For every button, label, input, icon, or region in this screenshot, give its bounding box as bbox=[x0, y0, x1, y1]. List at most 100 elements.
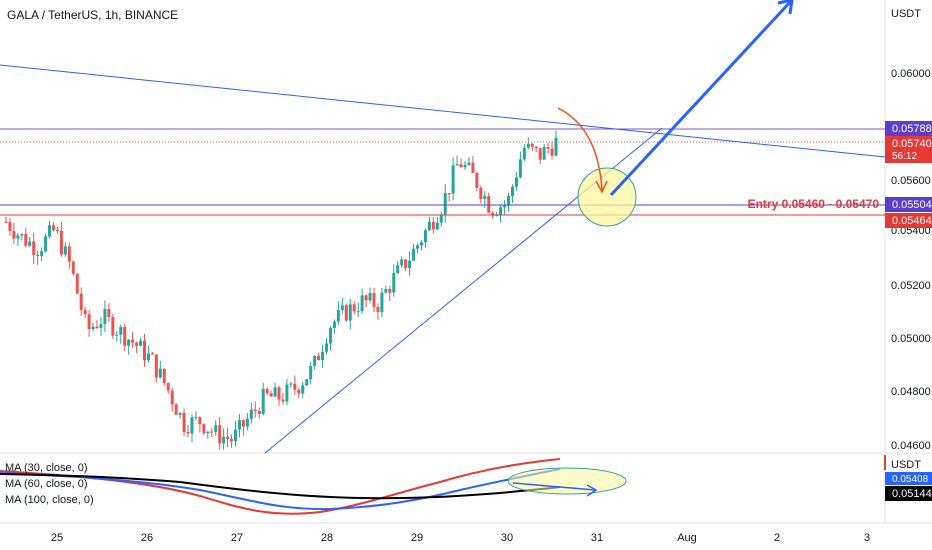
candle-body bbox=[28, 241, 32, 246]
candle-body bbox=[471, 162, 475, 173]
candle-body bbox=[245, 418, 249, 427]
candle-body bbox=[59, 230, 63, 255]
ma60-line bbox=[0, 468, 561, 511]
candle-body bbox=[67, 246, 71, 262]
candle-body bbox=[546, 147, 550, 149]
candle-body bbox=[491, 212, 495, 216]
ma-indicator-pane: MA (30, close, 0) MA (60, close, 0) MA (… bbox=[0, 455, 932, 515]
candle-body bbox=[174, 404, 178, 415]
candle-body bbox=[467, 162, 471, 165]
candle-body bbox=[131, 339, 135, 343]
candle-body bbox=[412, 248, 416, 261]
candle-body bbox=[273, 387, 277, 397]
ma100-line bbox=[0, 473, 561, 500]
candlestick-series bbox=[4, 130, 558, 450]
price-tick-label: 0.05600 bbox=[891, 175, 931, 187]
candle-body bbox=[146, 353, 150, 361]
candle-body bbox=[293, 383, 297, 390]
candle-body bbox=[95, 326, 99, 329]
price-ticks: 0.06000 0.05600 0.05400 0.05200 0.05000 … bbox=[891, 68, 931, 452]
candle-body bbox=[16, 235, 20, 239]
price-tick-label: 0.04800 bbox=[891, 386, 931, 398]
candle-body bbox=[376, 306, 380, 313]
candle-body bbox=[503, 205, 507, 208]
candle-body bbox=[372, 293, 376, 307]
price-axis-unit: USDT bbox=[891, 8, 921, 20]
candle-body bbox=[222, 436, 226, 444]
candle-body bbox=[360, 295, 364, 312]
candle-body bbox=[380, 292, 384, 313]
pullback-arrow[interactable] bbox=[557, 107, 603, 191]
candle-body bbox=[317, 356, 321, 361]
ma-crossover-ellipse[interactable] bbox=[507, 467, 627, 495]
candle-body bbox=[364, 295, 368, 301]
candle-body bbox=[123, 326, 127, 346]
candle-body bbox=[443, 193, 447, 215]
candle-body bbox=[514, 177, 518, 187]
time-tick-label: 26 bbox=[141, 532, 153, 544]
candle-body bbox=[135, 342, 139, 346]
candle-body bbox=[87, 314, 91, 330]
candle-body bbox=[301, 385, 305, 394]
time-tick-label: 27 bbox=[231, 532, 243, 544]
candle-body bbox=[265, 388, 269, 394]
descending-trendline[interactable] bbox=[0, 64, 886, 158]
candle-body bbox=[538, 148, 542, 160]
candle-body bbox=[91, 326, 95, 330]
candle-body bbox=[388, 289, 392, 293]
candle-body bbox=[40, 251, 44, 256]
candle-body bbox=[158, 368, 162, 378]
price-badge-label: 0.05504 bbox=[892, 199, 932, 211]
ma100-badge bbox=[885, 486, 932, 501]
pullback-arrowhead-icon bbox=[595, 180, 608, 194]
candle-body bbox=[154, 354, 158, 378]
candle-body bbox=[99, 324, 103, 329]
candle-body bbox=[289, 383, 293, 385]
candle-body bbox=[127, 339, 131, 346]
candle-body bbox=[111, 316, 115, 336]
time-tick-label: 2 bbox=[774, 532, 780, 544]
candle-body bbox=[400, 259, 404, 266]
indicator-axis-unit: USDT bbox=[891, 459, 921, 471]
candle-body bbox=[451, 165, 455, 194]
ma30-legend[interactable]: MA (30, close, 0) bbox=[5, 462, 88, 474]
time-tick-label: 3 bbox=[864, 532, 870, 544]
candle-body bbox=[249, 409, 253, 419]
last-price-badge bbox=[885, 136, 932, 163]
candle-body bbox=[459, 164, 463, 168]
candle-body bbox=[435, 222, 439, 230]
last-price-label: 0.05740 bbox=[892, 138, 932, 150]
candle-body bbox=[210, 431, 214, 433]
candle-body bbox=[309, 365, 313, 380]
candle-body bbox=[416, 245, 420, 249]
candle-body bbox=[71, 261, 75, 274]
candle-body bbox=[24, 234, 28, 246]
candle-body bbox=[261, 388, 265, 415]
candle-body bbox=[230, 438, 234, 442]
time-tick-label: 29 bbox=[411, 532, 423, 544]
candle-body bbox=[332, 321, 336, 328]
time-axis: 25 26 27 28 29 30 31 Aug 2 3 bbox=[51, 532, 870, 544]
candle-body bbox=[44, 236, 48, 252]
candle-body bbox=[522, 147, 526, 160]
candle-body bbox=[32, 241, 36, 255]
candle-body bbox=[305, 379, 309, 386]
candle-body bbox=[419, 242, 423, 246]
candle-body bbox=[4, 221, 8, 223]
candle-body bbox=[423, 230, 427, 243]
candle-body bbox=[150, 353, 154, 355]
candle-body bbox=[166, 383, 170, 391]
ma-projection-arrow[interactable] bbox=[512, 482, 596, 491]
ma60-legend[interactable]: MA (60, close, 0) bbox=[5, 478, 88, 490]
candle-body bbox=[36, 254, 40, 256]
candle-body bbox=[507, 195, 511, 206]
candle-body bbox=[139, 340, 143, 346]
candle-body bbox=[162, 368, 166, 384]
price-badge bbox=[885, 121, 932, 136]
projection-arrow[interactable] bbox=[609, 0, 794, 197]
ma100-legend[interactable]: MA (100, close, 0) bbox=[5, 494, 94, 506]
candle-body bbox=[408, 260, 412, 269]
candle-body bbox=[404, 259, 408, 269]
candle-body bbox=[321, 351, 325, 361]
